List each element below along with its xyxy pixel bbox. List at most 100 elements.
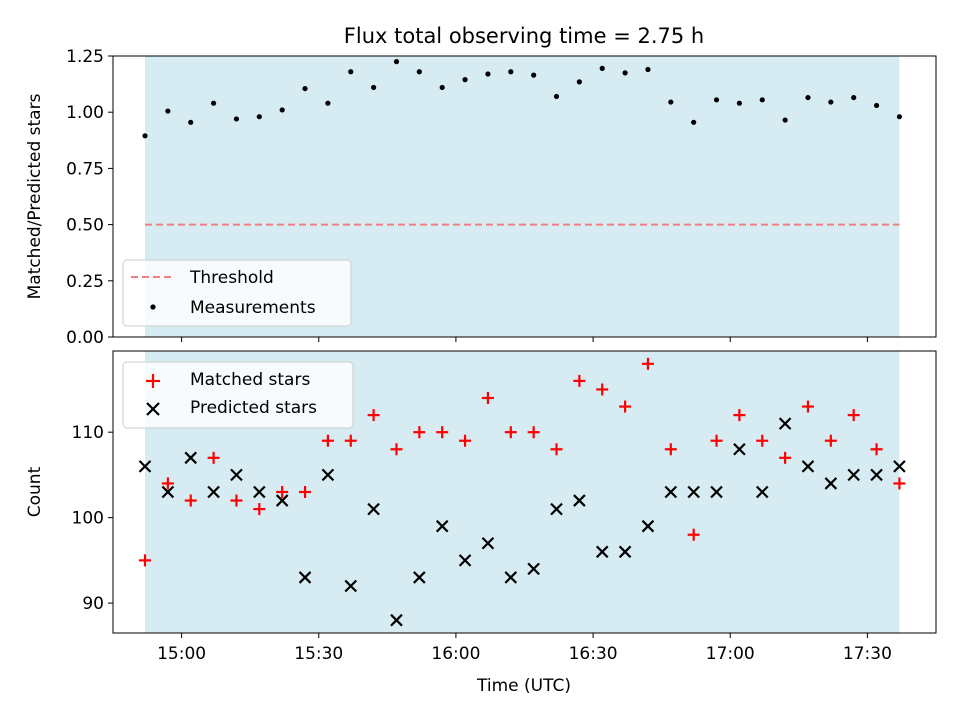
legend-predicted-swatch [146,402,160,416]
bottom-y-tick-label: 90 [82,594,104,614]
predicted-star-marker [367,502,380,516]
predicted-star-marker [755,485,769,499]
predicted-star-marker [230,468,243,482]
predicted-star-marker [870,468,883,482]
matched-star-marker [344,434,357,447]
x-tick-label: 16:00 [431,644,480,664]
matched-star-marker [550,443,563,456]
matched-star-marker [207,451,220,464]
predicted-star-marker [504,571,518,584]
measurement-point [508,69,514,75]
predicted-star-marker [778,417,792,430]
top-y-tick-label: 1.00 [66,103,104,123]
matched-star-marker [390,443,403,456]
predicted-star-marker [618,545,632,559]
top-legend: Threshold Measurements [122,259,352,327]
measurement-point [828,99,834,105]
measurement-point [416,69,422,75]
matched-star-marker [664,443,677,456]
measurement-point [325,100,331,106]
matched-star-marker [870,443,883,456]
matched-star-marker [893,477,906,490]
top-y-axis-label: Matched/Predicted stars [25,93,45,299]
predicted-star-marker [253,485,266,499]
top-y-tick-label: 0.25 [66,272,104,292]
matched-star-marker [641,357,654,370]
bottom-legend-box [122,361,354,429]
top-legend-box [122,259,352,327]
matched-star-marker [299,486,312,498]
top-y-tick-label: 0.00 [66,328,104,348]
predicted-star-marker [687,485,700,499]
matched-star-marker [481,392,494,404]
bottom-legend: Matched stars Predicted stars [122,361,354,429]
predicted-star-marker [481,536,495,550]
predicted-star-marker [573,494,586,507]
predicted-star-marker [824,477,838,490]
x-tick-label: 17:30 [843,644,892,664]
matched-star-marker [573,374,586,387]
matched-star-marker [619,400,632,413]
matched-star-marker [230,494,243,507]
predicted-star-marker [344,579,358,593]
measurement-point [302,85,308,92]
legend-matched-swatch [146,374,160,388]
predicted-star-marker [801,460,815,473]
predicted-star-marker [275,494,289,507]
predicted-star-marker [527,562,540,576]
measurement-point [553,93,560,100]
matched-star-marker [367,409,380,422]
matched-star-marker [459,434,472,447]
bottom-y-tick-label: 110 [72,423,104,443]
predicted-star-marker [733,442,746,456]
legend-threshold-label: Threshold [189,268,274,288]
matched-star-marker [139,554,152,567]
matched-star-marker [824,434,837,447]
measurement-point [393,59,400,65]
matched-star-marker [847,409,860,422]
predicted-star-marker [161,485,175,499]
matched-star-marker [801,400,814,413]
measurement-point [279,107,285,113]
measurement-point [851,94,857,101]
measurement-point [531,72,537,78]
matched-star-marker [527,426,540,439]
measurement-point [736,100,742,106]
predicted-star-marker [550,502,563,516]
measurement-point [782,117,788,123]
predicted-star-marker [390,613,403,627]
predicted-star-marker [138,460,152,473]
matched-star-marker [161,477,174,490]
legend-predicted-label: Predicted stars [190,398,317,418]
measurement-point [348,69,354,75]
measurement-point [210,100,217,106]
measurement-point [691,119,697,125]
predicted-star-marker [207,485,220,499]
measurement-point [576,79,582,85]
predicted-star-marker [595,545,609,559]
matched-star-marker [321,434,334,447]
x-tick-label: 15:00 [157,644,206,664]
x-tick-label: 15:30 [294,644,343,664]
predicted-star-marker [641,519,655,533]
matched-star-marker [276,486,289,498]
predicted-star-marker [893,460,906,473]
matched-star-marker [756,434,769,447]
matched-star-marker [779,451,792,464]
top-axes-frame [112,55,937,338]
predicted-star-marker [413,571,426,584]
measurement-point [462,77,468,83]
predicted-star-marker [184,451,198,465]
measurement-point [165,108,171,114]
measurement-point [371,84,377,91]
measurement-point [485,71,491,77]
measurement-point [439,84,445,91]
predicted-star-marker [435,519,449,533]
matched-star-marker [436,426,449,439]
matched-star-marker [504,426,517,439]
predicted-star-marker [710,485,723,499]
bottom-y-axis-label: Count [25,466,45,517]
top-panel: 0.00 0.25 0.50 0.75 1.00 1.25 Matched/Predict… [25,47,937,348]
